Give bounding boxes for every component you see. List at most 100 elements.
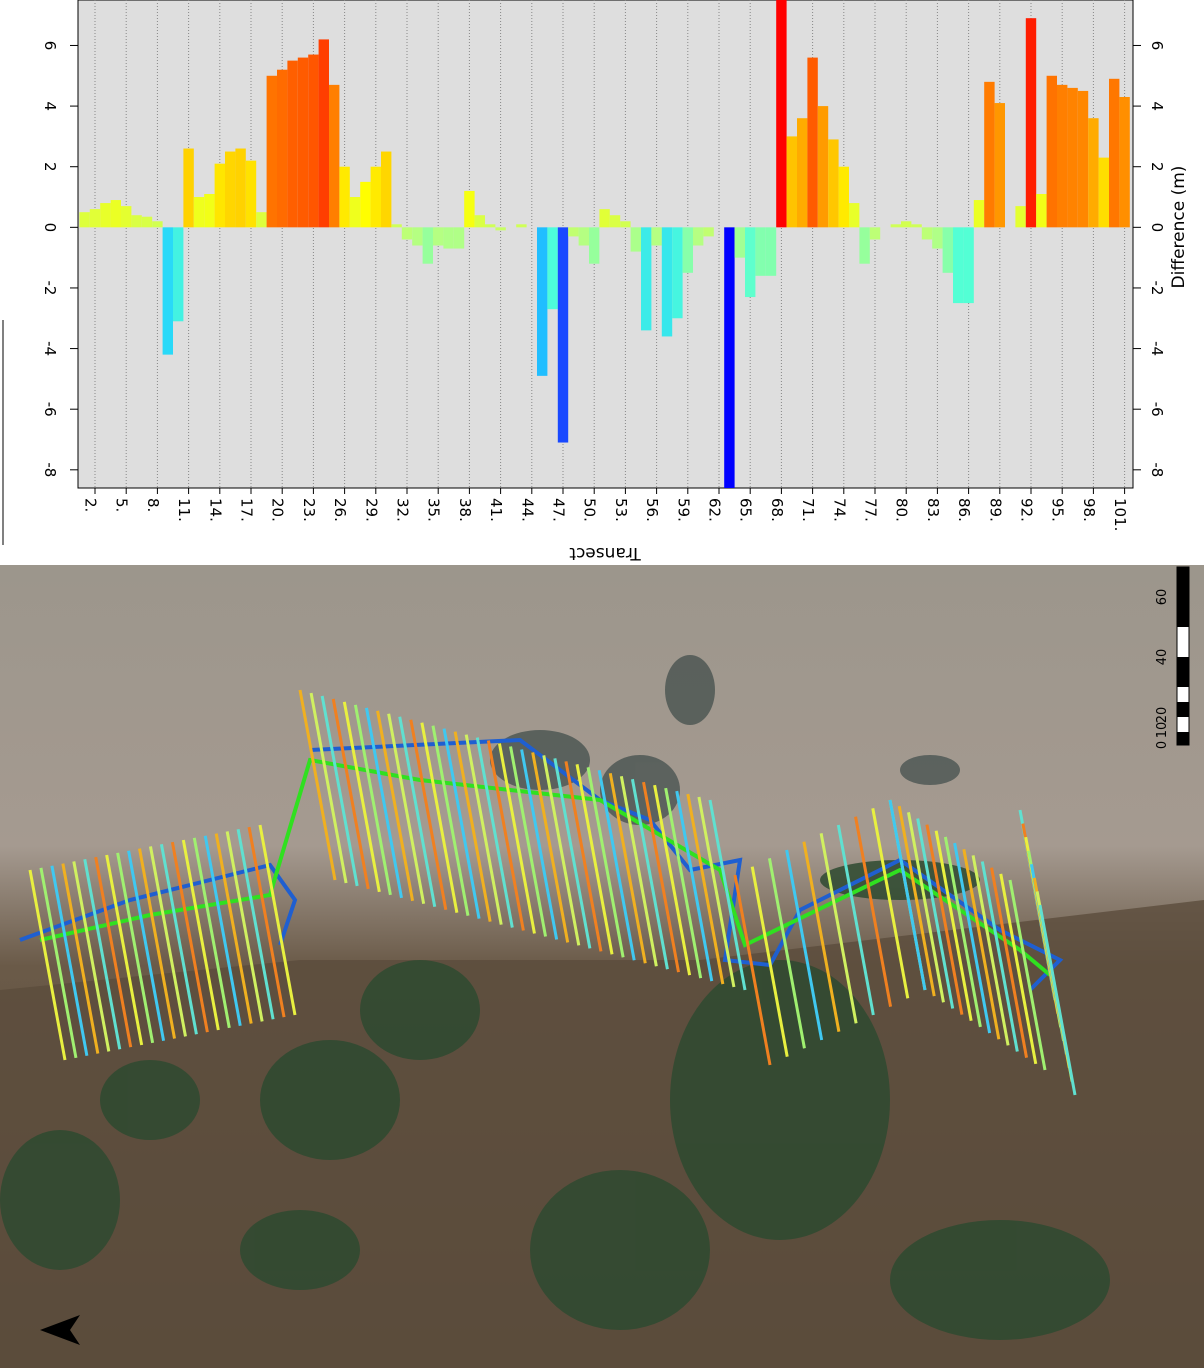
- y-tick-label: -4: [41, 341, 59, 356]
- bar: [921, 227, 933, 240]
- transect-line: [28, 869, 67, 1061]
- bar: [329, 84, 340, 228]
- bar: [121, 206, 132, 228]
- bar: [183, 148, 194, 228]
- bar: [755, 227, 766, 276]
- bar: [443, 227, 454, 249]
- bar: [1057, 84, 1068, 228]
- transect-line: [1038, 904, 1077, 1096]
- bar: [672, 227, 683, 319]
- bar: [661, 227, 673, 337]
- bar: [703, 227, 714, 237]
- x-tick-label: 53.: [612, 498, 630, 522]
- y-tick-label: 0: [1148, 223, 1166, 233]
- bar: [162, 227, 173, 355]
- bar: [724, 227, 735, 488]
- x-tick-label: 38.: [456, 498, 474, 522]
- bar: [942, 227, 953, 273]
- transect-line: [159, 844, 198, 1035]
- bar: [464, 190, 475, 228]
- bar: [620, 221, 631, 228]
- y-tick-label: -6: [1148, 402, 1166, 417]
- bar: [682, 227, 693, 273]
- y-tick-label: -4: [1148, 341, 1166, 356]
- trees: [0, 860, 1110, 1340]
- bar: [651, 227, 662, 246]
- bar: [245, 160, 257, 228]
- scale-label: 20: [1155, 707, 1170, 724]
- transects: [28, 689, 1077, 1096]
- transect-line: [575, 764, 614, 955]
- transect-line: [802, 841, 841, 1032]
- transect-line: [608, 772, 647, 964]
- transect-line: [83, 859, 122, 1050]
- transect-line: [686, 793, 725, 985]
- transect-line: [871, 808, 910, 999]
- bar: [89, 209, 101, 228]
- transect-line: [72, 861, 111, 1052]
- bar: [568, 227, 579, 237]
- bar: [599, 209, 610, 228]
- bar: [693, 227, 704, 246]
- transect-line: [925, 824, 964, 1015]
- bar: [193, 197, 205, 228]
- bar: [297, 57, 309, 228]
- transect-line: [331, 698, 370, 890]
- transect-line: [531, 752, 570, 943]
- transect-line: [105, 854, 144, 1046]
- bar: [859, 227, 870, 264]
- transect-line: [258, 824, 297, 1016]
- transect-line: [943, 836, 982, 1028]
- transect-line: [353, 704, 392, 896]
- transect-line: [453, 731, 492, 922]
- bar: [890, 224, 901, 228]
- transect-line: [767, 858, 806, 1049]
- bar: [609, 215, 621, 228]
- bar: [1077, 90, 1089, 228]
- transect-line: [181, 839, 220, 1031]
- x-tick-label: 32.: [394, 498, 412, 522]
- bar: [797, 118, 808, 228]
- transect-line: [962, 848, 1001, 1040]
- y-tick-label: -8: [1148, 462, 1166, 477]
- y-axis-title: Difference (m): [1169, 166, 1189, 289]
- bar: [547, 227, 558, 310]
- transect-line: [697, 796, 736, 988]
- x-tick-label: 2.: [82, 498, 100, 512]
- x-tick-label: 26.: [331, 498, 349, 522]
- x-tick-label: 92.: [1018, 498, 1036, 522]
- transect-line: [906, 812, 945, 1003]
- transect-line: [897, 805, 936, 997]
- bar: [308, 54, 319, 228]
- bar: [277, 69, 288, 228]
- transect-line: [298, 689, 337, 881]
- transect-line: [342, 701, 381, 893]
- bar: [381, 151, 392, 228]
- bar: [817, 106, 829, 228]
- x-tick-label: 86.: [955, 498, 973, 522]
- bar: [1088, 118, 1099, 228]
- x-tick-label: 29.: [362, 498, 380, 522]
- x-tick-label: 8.: [144, 498, 162, 512]
- bar: [953, 227, 964, 304]
- transect-line: [61, 863, 100, 1054]
- x-tick-label: 5.: [113, 498, 131, 512]
- transect-line: [733, 874, 772, 1066]
- transect-line: [387, 713, 426, 905]
- transect-line: [750, 866, 789, 1057]
- y-tick-label: 6: [41, 41, 59, 51]
- transect-line: [475, 737, 514, 928]
- transect-line: [542, 755, 581, 946]
- bar: [225, 151, 236, 228]
- bar: [235, 148, 246, 228]
- bar: [453, 227, 465, 249]
- y-tick-label: -8: [41, 462, 59, 477]
- bar: [1119, 96, 1130, 228]
- bar: [318, 39, 329, 228]
- bar: [901, 221, 912, 228]
- bar: [516, 224, 527, 228]
- transect-line: [320, 695, 359, 887]
- bar: [807, 57, 818, 228]
- bar: [1109, 78, 1120, 228]
